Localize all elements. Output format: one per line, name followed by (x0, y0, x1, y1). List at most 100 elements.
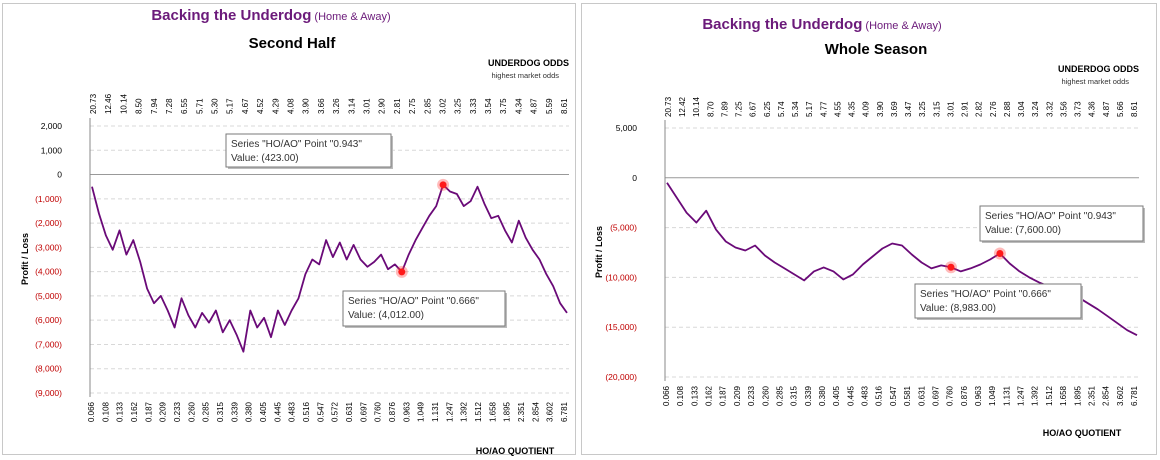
top-tick-label: 5.17 (226, 98, 235, 114)
top-tick-label: 2.82 (975, 101, 984, 117)
bottom-tick-label: 1.895 (503, 401, 512, 422)
bottom-tick-label: 0.108 (676, 385, 685, 406)
chart-subtitle: Second Half (249, 35, 337, 52)
top-tick-label: 5.30 (211, 98, 220, 114)
y-tick-label: 1,000 (41, 145, 63, 155)
top-tick-label: 4.34 (514, 98, 523, 114)
bottom-tick-label: 1.895 (1073, 385, 1082, 406)
y-tick-label: 5,000 (616, 123, 638, 133)
callout-line1: Series "HO/AO" Point "0.666" (348, 296, 479, 307)
top-tick-label: 7.94 (150, 98, 159, 114)
top-tick-label: 4.55 (833, 101, 842, 117)
top-tick-label: 20.73 (664, 96, 673, 117)
bottom-tick-label: 0.233 (747, 385, 756, 406)
bottom-tick-label: 0.260 (187, 401, 196, 422)
bottom-tick-label: 0.876 (388, 401, 397, 422)
chart-title: Backing the Underdog (Home & Away) (151, 7, 390, 24)
top-tick-label: 6.67 (749, 101, 758, 117)
bottom-tick-label: 6.781 (560, 401, 569, 422)
highlight-point (439, 181, 447, 189)
top-tick-label: 2.88 (1003, 101, 1012, 117)
top-tick-label: 5.34 (791, 101, 800, 117)
bottom-tick-label: 0.405 (259, 401, 268, 422)
bottom-tick-label: 0.315 (790, 385, 799, 406)
bottom-tick-label: 0.547 (316, 401, 325, 422)
callout-box (225, 133, 392, 168)
bottom-tick-label: 0.187 (144, 401, 153, 422)
top-tick-label: 4.29 (271, 98, 280, 114)
bottom-tick-label: 0.339 (804, 385, 813, 406)
callout-line2: Value: (423.00) (231, 153, 299, 164)
bottom-tick-label: 1.512 (1045, 385, 1054, 406)
bottom-tick-label: 0.516 (875, 385, 884, 406)
top-tick-label: 3.01 (946, 101, 955, 117)
top-tick-label: 4.35 (848, 101, 857, 117)
top-tick-label: 3.04 (1017, 101, 1026, 117)
y-tick-label: (5,000) (35, 291, 62, 301)
top-tick-label: 3.66 (317, 98, 326, 114)
top-tick-label: 3.73 (1074, 101, 1083, 117)
y-tick-label: (15,000) (605, 322, 637, 332)
top-tick-label: 4.87 (1102, 101, 1111, 117)
top-tick-label: 3.69 (890, 101, 899, 117)
bottom-tick-label: 0.209 (733, 385, 742, 406)
x-axis-label: HO/AO QUOTIENT (1043, 428, 1122, 438)
bottom-tick-label: 1.131 (1002, 385, 1011, 406)
top-tick-label: 3.56 (1059, 101, 1068, 117)
y-axis-label: Profit / Loss (20, 233, 30, 285)
chart-panel-whole-season: Backing the Underdog (Home & Away) Whole … (581, 3, 1157, 455)
bottom-tick-label: 0.066 (87, 401, 96, 422)
top-axis-subtitle: highest market odds (1061, 77, 1129, 86)
bottom-tick-label: 1.131 (431, 401, 440, 422)
top-tick-label: 4.08 (287, 98, 296, 114)
y-axis-label: Profit / Loss (594, 226, 604, 278)
chart-title-paren: (Home & Away) (862, 20, 941, 32)
bottom-tick-label: 0.285 (775, 385, 784, 406)
chart-title: Backing the Underdog (Home & Away) (702, 16, 941, 33)
top-tick-label: 3.54 (484, 98, 493, 114)
top-tick-label: 12.42 (678, 96, 687, 117)
top-tick-label: 4.09 (862, 101, 871, 117)
top-tick-label: 10.14 (119, 93, 128, 114)
bottom-tick-label: 0.285 (202, 401, 211, 422)
bottom-tick-label: 1.247 (445, 401, 454, 422)
top-tick-label: 5.66 (1116, 101, 1125, 117)
bottom-tick-label: 0.547 (889, 385, 898, 406)
top-tick-label: 2.90 (378, 98, 387, 114)
bottom-tick-label: 1.512 (474, 401, 483, 422)
top-axis-title: UNDERDOG ODDS (488, 58, 569, 68)
highlight-point (996, 249, 1004, 257)
top-tick-label: 8.61 (560, 98, 569, 114)
top-tick-label: 12.46 (104, 93, 113, 114)
bottom-tick-label: 0.697 (359, 401, 368, 422)
bottom-tick-label: 1.392 (460, 401, 469, 422)
top-axis-title: UNDERDOG ODDS (1058, 64, 1139, 74)
bottom-tick-label: 2.351 (1087, 385, 1096, 406)
bottom-tick-label: 0.483 (288, 401, 297, 422)
top-tick-label: 3.47 (904, 101, 913, 117)
y-tick-label: 0 (57, 170, 62, 180)
top-tick-label: 2.85 (423, 98, 432, 114)
top-tick-label: 3.90 (302, 98, 311, 114)
bottom-tick-label: 0.187 (719, 385, 728, 406)
top-tick-label: 3.14 (347, 98, 356, 114)
bottom-tick-label: 0.483 (861, 385, 870, 406)
callout-line2: Value: (7,600.00) (985, 225, 1061, 236)
y-tick-label: (20,000) (605, 372, 637, 382)
chart-panel-second-half: Backing the Underdog (Home & Away) Second… (2, 3, 576, 456)
top-tick-label: 4.36 (1088, 101, 1097, 117)
y-tick-label: (3,000) (35, 242, 62, 252)
bottom-tick-label: 0.315 (216, 401, 225, 422)
top-tick-label: 3.02 (438, 98, 447, 114)
series-line-ho-ao (91, 183, 568, 353)
y-tick-label: 0 (632, 173, 637, 183)
top-tick-label: 5.74 (777, 101, 786, 117)
top-tick-label: 4.52 (256, 98, 265, 114)
highlight-point (947, 263, 955, 271)
top-tick-label: 8.61 (1130, 101, 1139, 117)
callout-box (914, 283, 1082, 319)
top-tick-label: 2.76 (989, 101, 998, 117)
top-tick-label: 3.24 (1031, 101, 1040, 117)
y-tick-label: (2,000) (35, 218, 62, 228)
bottom-tick-label: 0.581 (903, 385, 912, 406)
